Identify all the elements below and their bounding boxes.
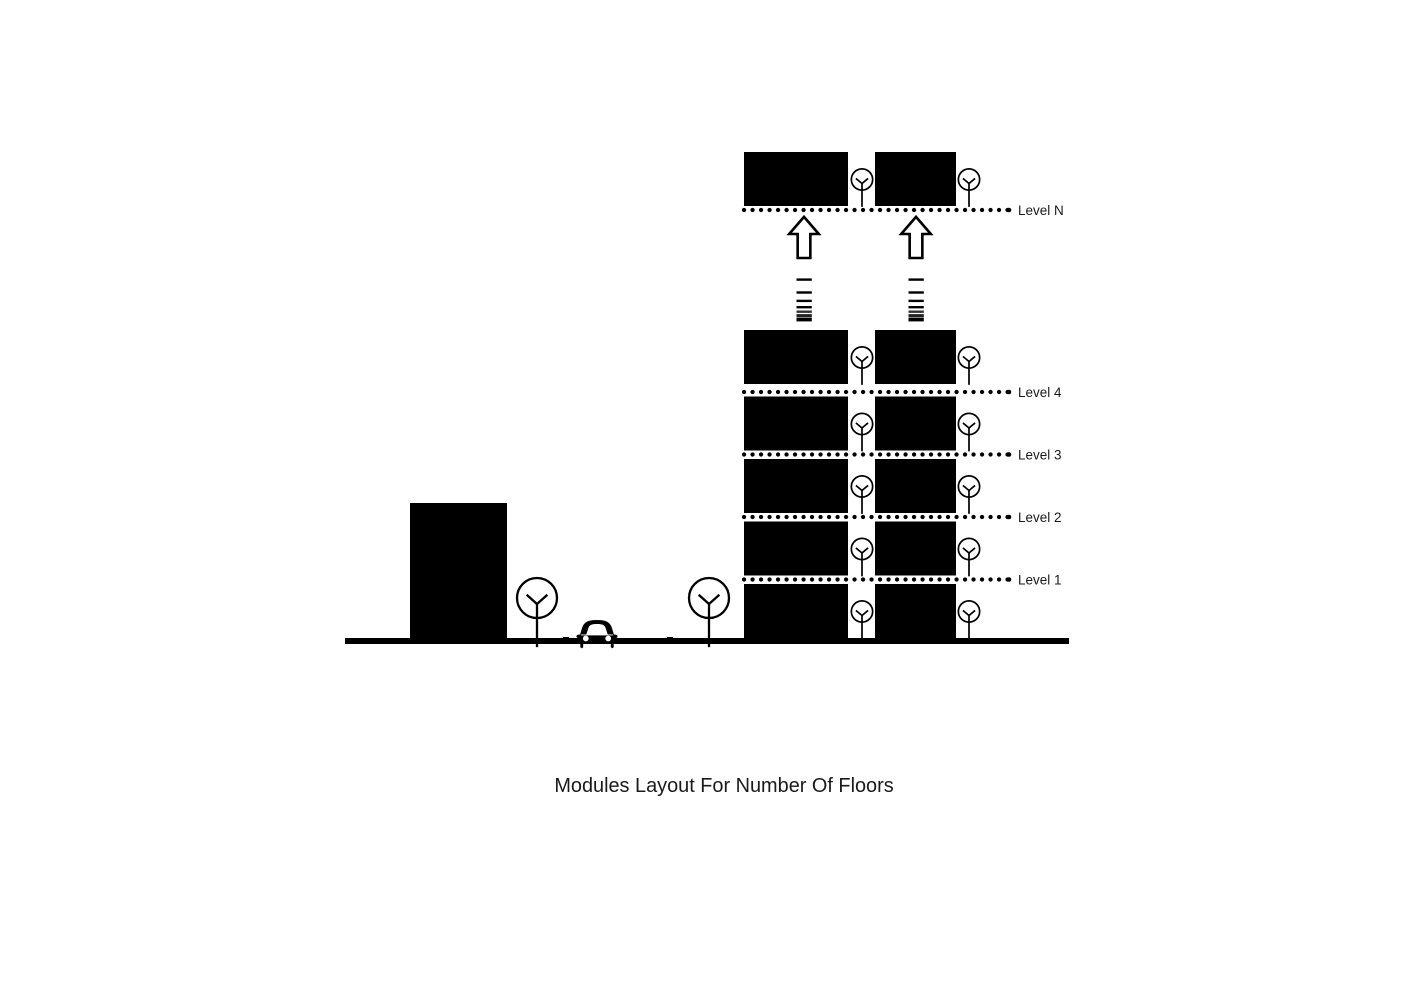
svg-text:Modules Layout For Number Of F: Modules Layout For Number Of Floors bbox=[554, 775, 893, 797]
svg-text:Level 2: Level 2 bbox=[1018, 510, 1062, 525]
svg-text:Level 3: Level 3 bbox=[1018, 448, 1062, 463]
svg-text:Level N: Level N bbox=[1018, 203, 1064, 218]
svg-text:Level 4: Level 4 bbox=[1018, 385, 1062, 400]
svg-text:Level 1: Level 1 bbox=[1018, 573, 1062, 588]
